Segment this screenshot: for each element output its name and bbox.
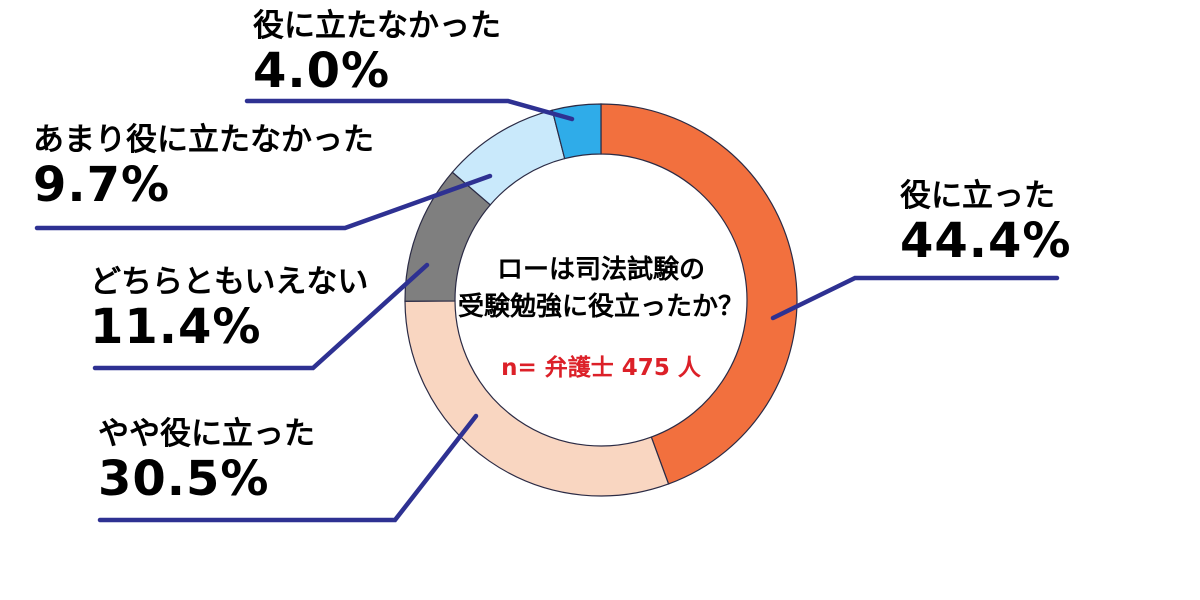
leader-line-1 <box>97 413 479 523</box>
callout-neither: どちらともいえない 11.4% <box>90 262 368 352</box>
callout-not-useful: 役に立たなかった 4.0% <box>253 6 501 96</box>
leader-line-3 <box>34 173 493 231</box>
callout-neither-percent: 11.4% <box>90 299 262 355</box>
callout-somewhat-useful: やや役に立った 30.5% <box>98 414 315 504</box>
leader-line-2 <box>92 262 430 371</box>
callout-somewhat-useful-label: やや役に立った <box>98 416 315 452</box>
callout-somewhat-useful-percent: 30.5% <box>98 451 270 507</box>
donut-segment-0 <box>600 103 798 485</box>
callout-useful-label: 役に立った <box>900 178 1055 214</box>
callout-useful-percent: 44.4% <box>900 213 1072 269</box>
donut-center-text: ローは司法試験の 受験勉強に役立ったか？ n= 弁護士 475 人 <box>458 252 744 382</box>
leader-line-4 <box>244 98 575 122</box>
callout-useful: 役に立った 44.4% <box>900 176 1072 266</box>
center-question-line1: ローは司法試験の <box>496 255 706 285</box>
callout-not-very-useful-label: あまり役に立たなかった <box>33 122 374 158</box>
center-question-line2: 受験勉強に役立ったか？ <box>457 292 745 322</box>
callout-neither-label: どちらともいえない <box>90 264 369 300</box>
callout-not-very-useful: あまり役に立たなかった 9.7% <box>33 120 374 210</box>
leader-line-0 <box>770 275 1060 321</box>
callout-not-useful-percent: 4.0% <box>253 43 391 99</box>
donut-segment-1 <box>404 300 670 497</box>
sample-size-note: n= 弁護士 475 人 <box>501 355 701 381</box>
callout-not-useful-label: 役に立たなかった <box>253 8 501 44</box>
callout-not-very-useful-percent: 9.7% <box>33 157 171 213</box>
